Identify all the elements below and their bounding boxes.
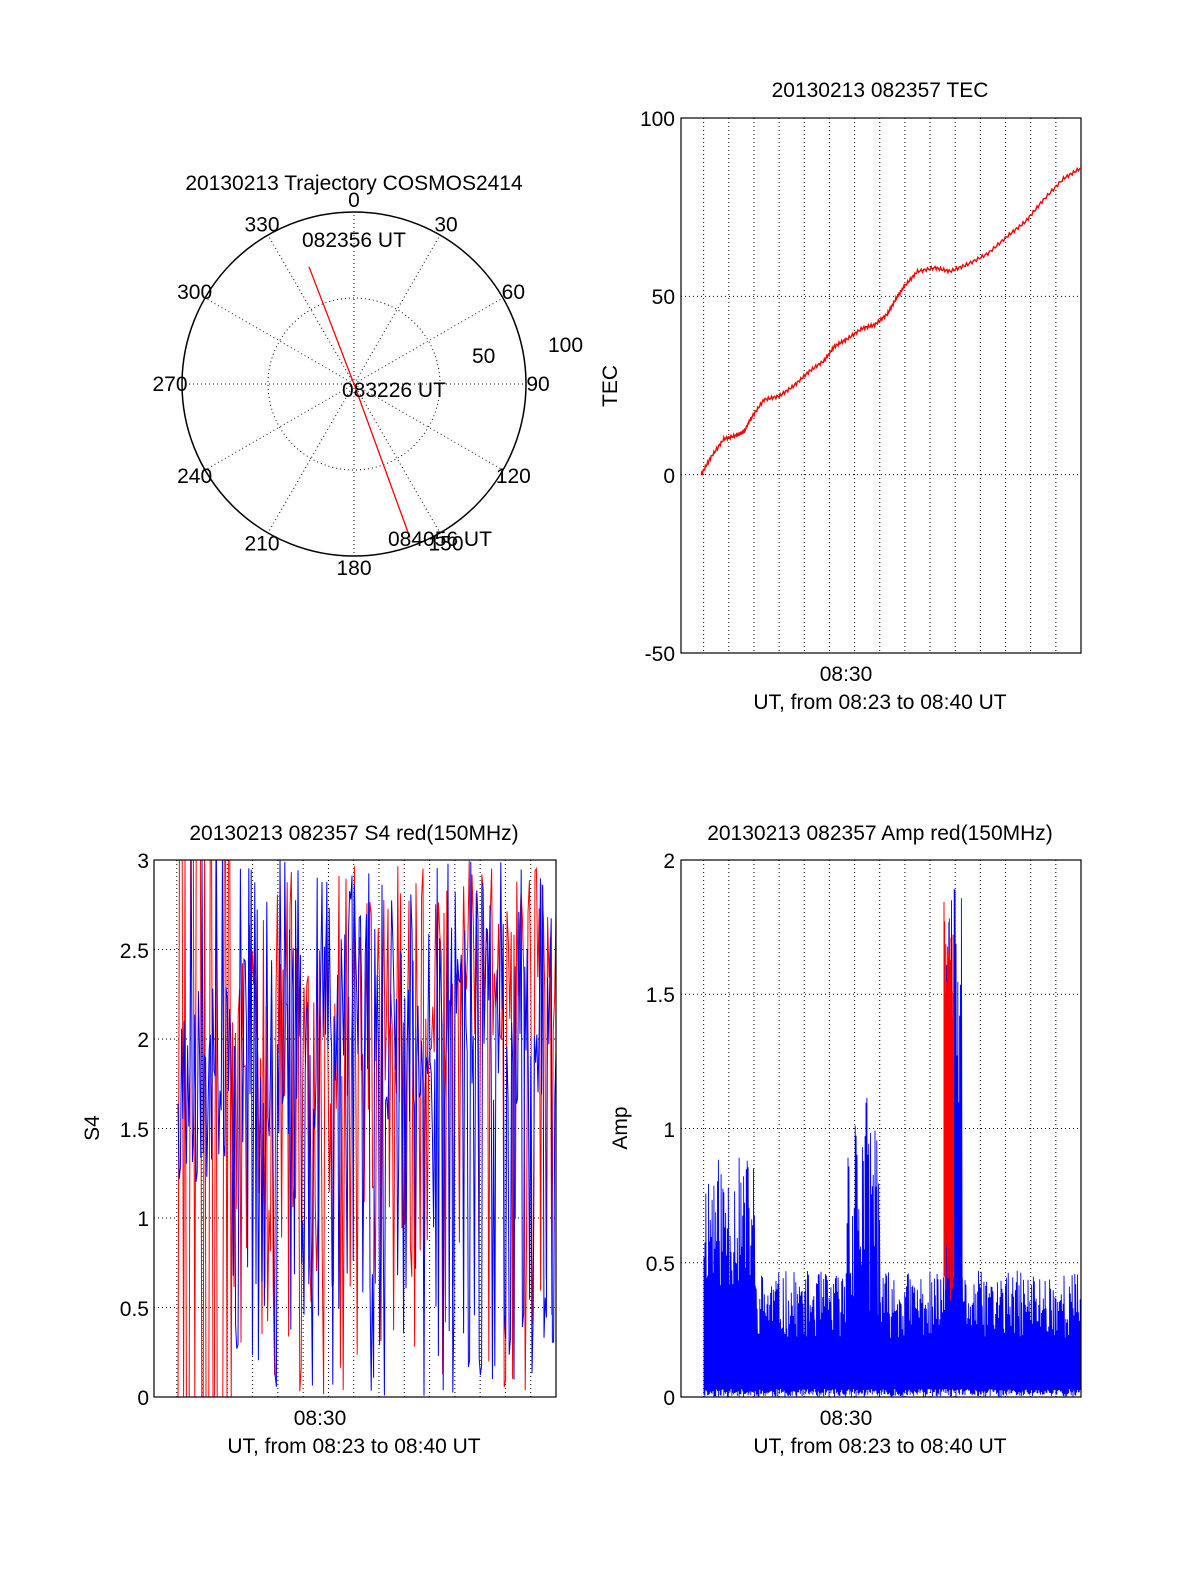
s4-xtick-0830: 08:30	[294, 1407, 347, 1430]
amp-ytick-0: 0	[663, 1387, 675, 1410]
polar-angle-label-210: 210	[244, 532, 279, 555]
s4-chart: 20130213 082357 S4 red(150MHz) 3 2.5 2 1…	[81, 822, 557, 1458]
s4-y-ticks: 3 2.5 2 1.5 1 0.5 0	[120, 850, 149, 1410]
s4-red-line	[177, 859, 557, 1398]
amp-xlabel: UT, from 08:23 to 08:40 UT	[753, 1435, 1006, 1458]
tec-xlabel: UT, from 08:23 to 08:40 UT	[753, 691, 1006, 714]
polar-angle-label-300: 300	[177, 281, 212, 304]
tec-ytick-50: 50	[652, 286, 675, 309]
radial-label-50: 50	[472, 345, 495, 368]
s4-plot-frame	[153, 859, 557, 1398]
polar-spoke-210	[267, 383, 355, 534]
polar-outer-ring	[181, 211, 527, 557]
polar-spoke-120	[353, 383, 504, 471]
track-label-start: 082356 UT	[302, 229, 406, 252]
s4-ytick-1: 1	[137, 1208, 149, 1231]
tec-ytick-minus50: -50	[645, 643, 675, 666]
polar-spoke-330	[267, 234, 355, 385]
tec-series-line	[700, 166, 1082, 477]
s4-ytick-0: 0	[137, 1387, 149, 1410]
trajectory-title: 20130213 Trajectory COSMOS2414	[185, 172, 523, 195]
tec-ytick-100: 100	[640, 108, 675, 131]
polar-angle-label-30: 30	[434, 214, 457, 237]
polar-spoke-60	[353, 297, 504, 385]
amp-blue-line	[703, 889, 1081, 1398]
s4-ytick-0-5: 0.5	[120, 1298, 149, 1321]
s4-ytick-1-5: 1.5	[120, 1119, 149, 1142]
s4-ytick-2: 2	[137, 1029, 149, 1052]
amp-red-series	[943, 901, 955, 1301]
s4-blue-line	[177, 859, 557, 1396]
track-label-end: 084056 UT	[388, 528, 492, 551]
tec-title: 20130213 082357 TEC	[772, 79, 989, 102]
amp-ytick-0-5: 0.5	[646, 1253, 675, 1276]
s4-xlabel: UT, from 08:23 to 08:40 UT	[227, 1435, 480, 1458]
amp-ylabel: Amp	[609, 1106, 632, 1149]
radial-label-100: 100	[548, 334, 583, 357]
polar-angle-label-120: 120	[496, 465, 531, 488]
tec-chart: 20130213 082357 TEC 100 50 0 -50 08:30 U…	[599, 79, 1082, 714]
polar-angle-label-180: 180	[336, 557, 371, 580]
polar-angle-label-90: 90	[526, 373, 549, 396]
amp-title: 20130213 082357 Amp red(150MHz)	[707, 822, 1053, 845]
polar-angle-label-150: 150	[428, 532, 463, 555]
polar-spoke-240	[204, 383, 355, 471]
polar-angle-labels: 0 30 60 90 120 150 180 210 240 270 300 330	[152, 189, 549, 580]
tec-xtick-0830: 08:30	[820, 663, 873, 686]
polar-spoke-300	[204, 297, 355, 385]
polar-angle-label-240: 240	[177, 465, 212, 488]
amp-red-line	[943, 901, 955, 1301]
polar-angle-label-330: 330	[244, 214, 279, 237]
amp-chart: 20130213 082357 Amp red(150MHz) 2 1.5 1 …	[609, 822, 1082, 1458]
tec-y-ticks: 100 50 0 -50	[640, 108, 675, 666]
polar-angle-label-270: 270	[152, 373, 187, 396]
tec-grid	[681, 118, 1082, 653]
polar-spoke-150	[353, 383, 441, 534]
s4-ylabel: S4	[81, 1115, 104, 1141]
polar-angle-label-0: 0	[348, 189, 360, 212]
amp-y-ticks: 2 1.5 1 0.5 0	[646, 850, 675, 1410]
polar-inner-ring	[267, 297, 441, 471]
polar-spokes	[182, 212, 526, 556]
polar-angle-label-60: 60	[502, 281, 525, 304]
s4-ytick-3: 3	[137, 850, 149, 873]
amp-ytick-1: 1	[663, 1119, 675, 1142]
s4-title: 20130213 082357 S4 red(150MHz)	[189, 822, 518, 845]
amp-ytick-1-5: 1.5	[646, 984, 675, 1007]
s4-blue-series	[177, 859, 557, 1396]
track-label-mid: 083226 UT	[342, 379, 446, 402]
amp-ytick-2: 2	[663, 850, 675, 873]
amp-blue-series	[703, 889, 1081, 1398]
polar-spoke-30	[353, 234, 441, 385]
amp-xtick-0830: 08:30	[820, 1407, 873, 1430]
trajectory-polar-plot: 20130213 Trajectory COSMOS2414 0 30 60 90 12…	[152, 172, 583, 580]
s4-red-series	[177, 859, 557, 1398]
tec-plot-frame	[680, 117, 1082, 654]
tec-ylabel: TEC	[599, 365, 622, 407]
amp-plot-frame	[680, 859, 1082, 1398]
trajectory-track-line	[308, 266, 411, 538]
tec-ytick-0: 0	[663, 465, 675, 488]
s4-ytick-2-5: 2.5	[120, 940, 149, 963]
